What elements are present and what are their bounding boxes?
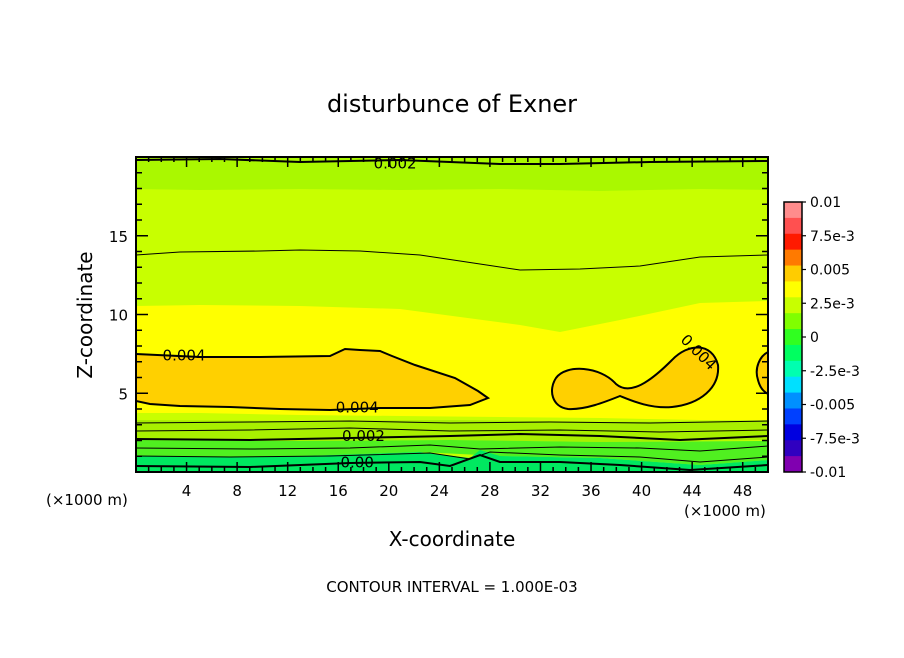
y-tick-label: 15 <box>109 228 128 246</box>
contour-label: 0.002 <box>342 427 385 445</box>
x-tick-label: 16 <box>329 482 348 500</box>
colorbar-segment <box>784 329 802 346</box>
colorbar-segment <box>784 408 802 425</box>
colorbar-segment <box>784 440 802 457</box>
colorbar-label: 0.01 <box>810 195 841 211</box>
band-green <box>136 440 768 465</box>
colorbar-label: 0.005 <box>810 263 850 279</box>
colorbar-label: -7.5e-3 <box>810 431 860 447</box>
colorbar-segment <box>784 281 802 298</box>
x-tick-label: 8 <box>232 482 242 500</box>
contour-0.004-left <box>136 347 491 412</box>
x-unit-left: (×1000 m) <box>46 491 128 509</box>
colorbar-segment <box>784 265 802 282</box>
colorbar-segment <box>784 297 802 314</box>
x-tick-label: 48 <box>733 482 752 500</box>
colorbar-labels: 0.01 7.5e-3 0.005 2.5e-3 0 -2.5e-3 -0.005 -7.5e… <box>810 195 860 481</box>
contour-0.002-top <box>136 157 768 165</box>
colorbar-segment <box>784 233 802 251</box>
contour-thin-2 <box>136 427 768 433</box>
colorbar-segment <box>784 392 802 409</box>
chart-title: disturbunce of Exner <box>327 90 577 118</box>
colorbar-label: 0 <box>810 330 819 346</box>
colorbar-segment <box>784 217 802 235</box>
contour-thin-1 <box>136 420 768 424</box>
x-tick-label: 40 <box>632 482 651 500</box>
colorbar-label: 2.5e-3 <box>810 296 855 312</box>
colorbar-segment <box>784 424 802 441</box>
contour-label: 0.004 <box>336 398 379 416</box>
x-tick-label: 4 <box>182 482 192 500</box>
y-tick-label: 5 <box>118 385 128 403</box>
x-tick-label: 36 <box>581 482 600 500</box>
contour-label-group: 0.004 <box>336 398 379 416</box>
colorbar-segment <box>784 249 802 267</box>
colorbar-label: -2.5e-3 <box>810 364 860 380</box>
colorbar <box>783 201 806 473</box>
contour-thin-3 <box>136 444 768 452</box>
colorbar-segment <box>784 313 802 330</box>
contour-field <box>136 157 768 472</box>
contour-0.004-edge <box>755 351 768 395</box>
contour-label: 0.004 <box>163 346 206 364</box>
contour-label: 0.002 <box>374 154 417 172</box>
x-tick-label: 12 <box>278 482 297 500</box>
colorbar-label: -0.01 <box>810 465 846 481</box>
y-tick-label: 10 <box>109 307 128 325</box>
x-ticks: 4 8 12 16 20 24 28 32 36 40 44 48 <box>147 157 757 500</box>
x-tick-label: 28 <box>480 482 499 500</box>
band-upper-green <box>136 157 768 191</box>
band-bright-green <box>136 450 768 472</box>
x-axis-label: X-coordinate <box>389 527 516 551</box>
y-axis-label: Z-coordinate <box>73 251 97 378</box>
band-orange-right <box>552 347 719 410</box>
contour-label-group: 0.004 <box>163 346 206 364</box>
colorbar-segment <box>784 344 802 362</box>
contour-interval-note: CONTOUR INTERVAL = 1.000E-03 <box>326 578 577 596</box>
contour-0.004-right <box>551 346 720 411</box>
contour-0.002-lower <box>136 432 768 442</box>
contour-0.003-upper <box>136 249 768 271</box>
x-unit-right: (×1000 m) <box>684 502 766 520</box>
x-tick-label: 20 <box>379 482 398 500</box>
band-orange-left <box>136 349 488 410</box>
colorbar-label: -0.005 <box>810 398 855 414</box>
contour-0.00 <box>136 453 768 472</box>
colorbar-segment <box>784 360 802 378</box>
colorbar-segment <box>784 456 802 473</box>
x-tick-label: 44 <box>683 482 702 500</box>
colorbar-segment <box>784 376 802 394</box>
contour-label-group: 0.002 <box>374 154 417 172</box>
colorbar-segment <box>784 202 802 219</box>
x-tick-label: 24 <box>430 482 449 500</box>
colorbar-label: 7.5e-3 <box>810 229 855 245</box>
x-tick-label: 32 <box>531 482 550 500</box>
contour-label: 0.00 <box>340 454 373 472</box>
y-ticks: 5 10 15 <box>109 172 768 457</box>
contour-label-group: 0.00 <box>340 454 373 472</box>
contour-lines <box>136 157 768 472</box>
contour-label-group: 0.002 <box>342 427 385 445</box>
